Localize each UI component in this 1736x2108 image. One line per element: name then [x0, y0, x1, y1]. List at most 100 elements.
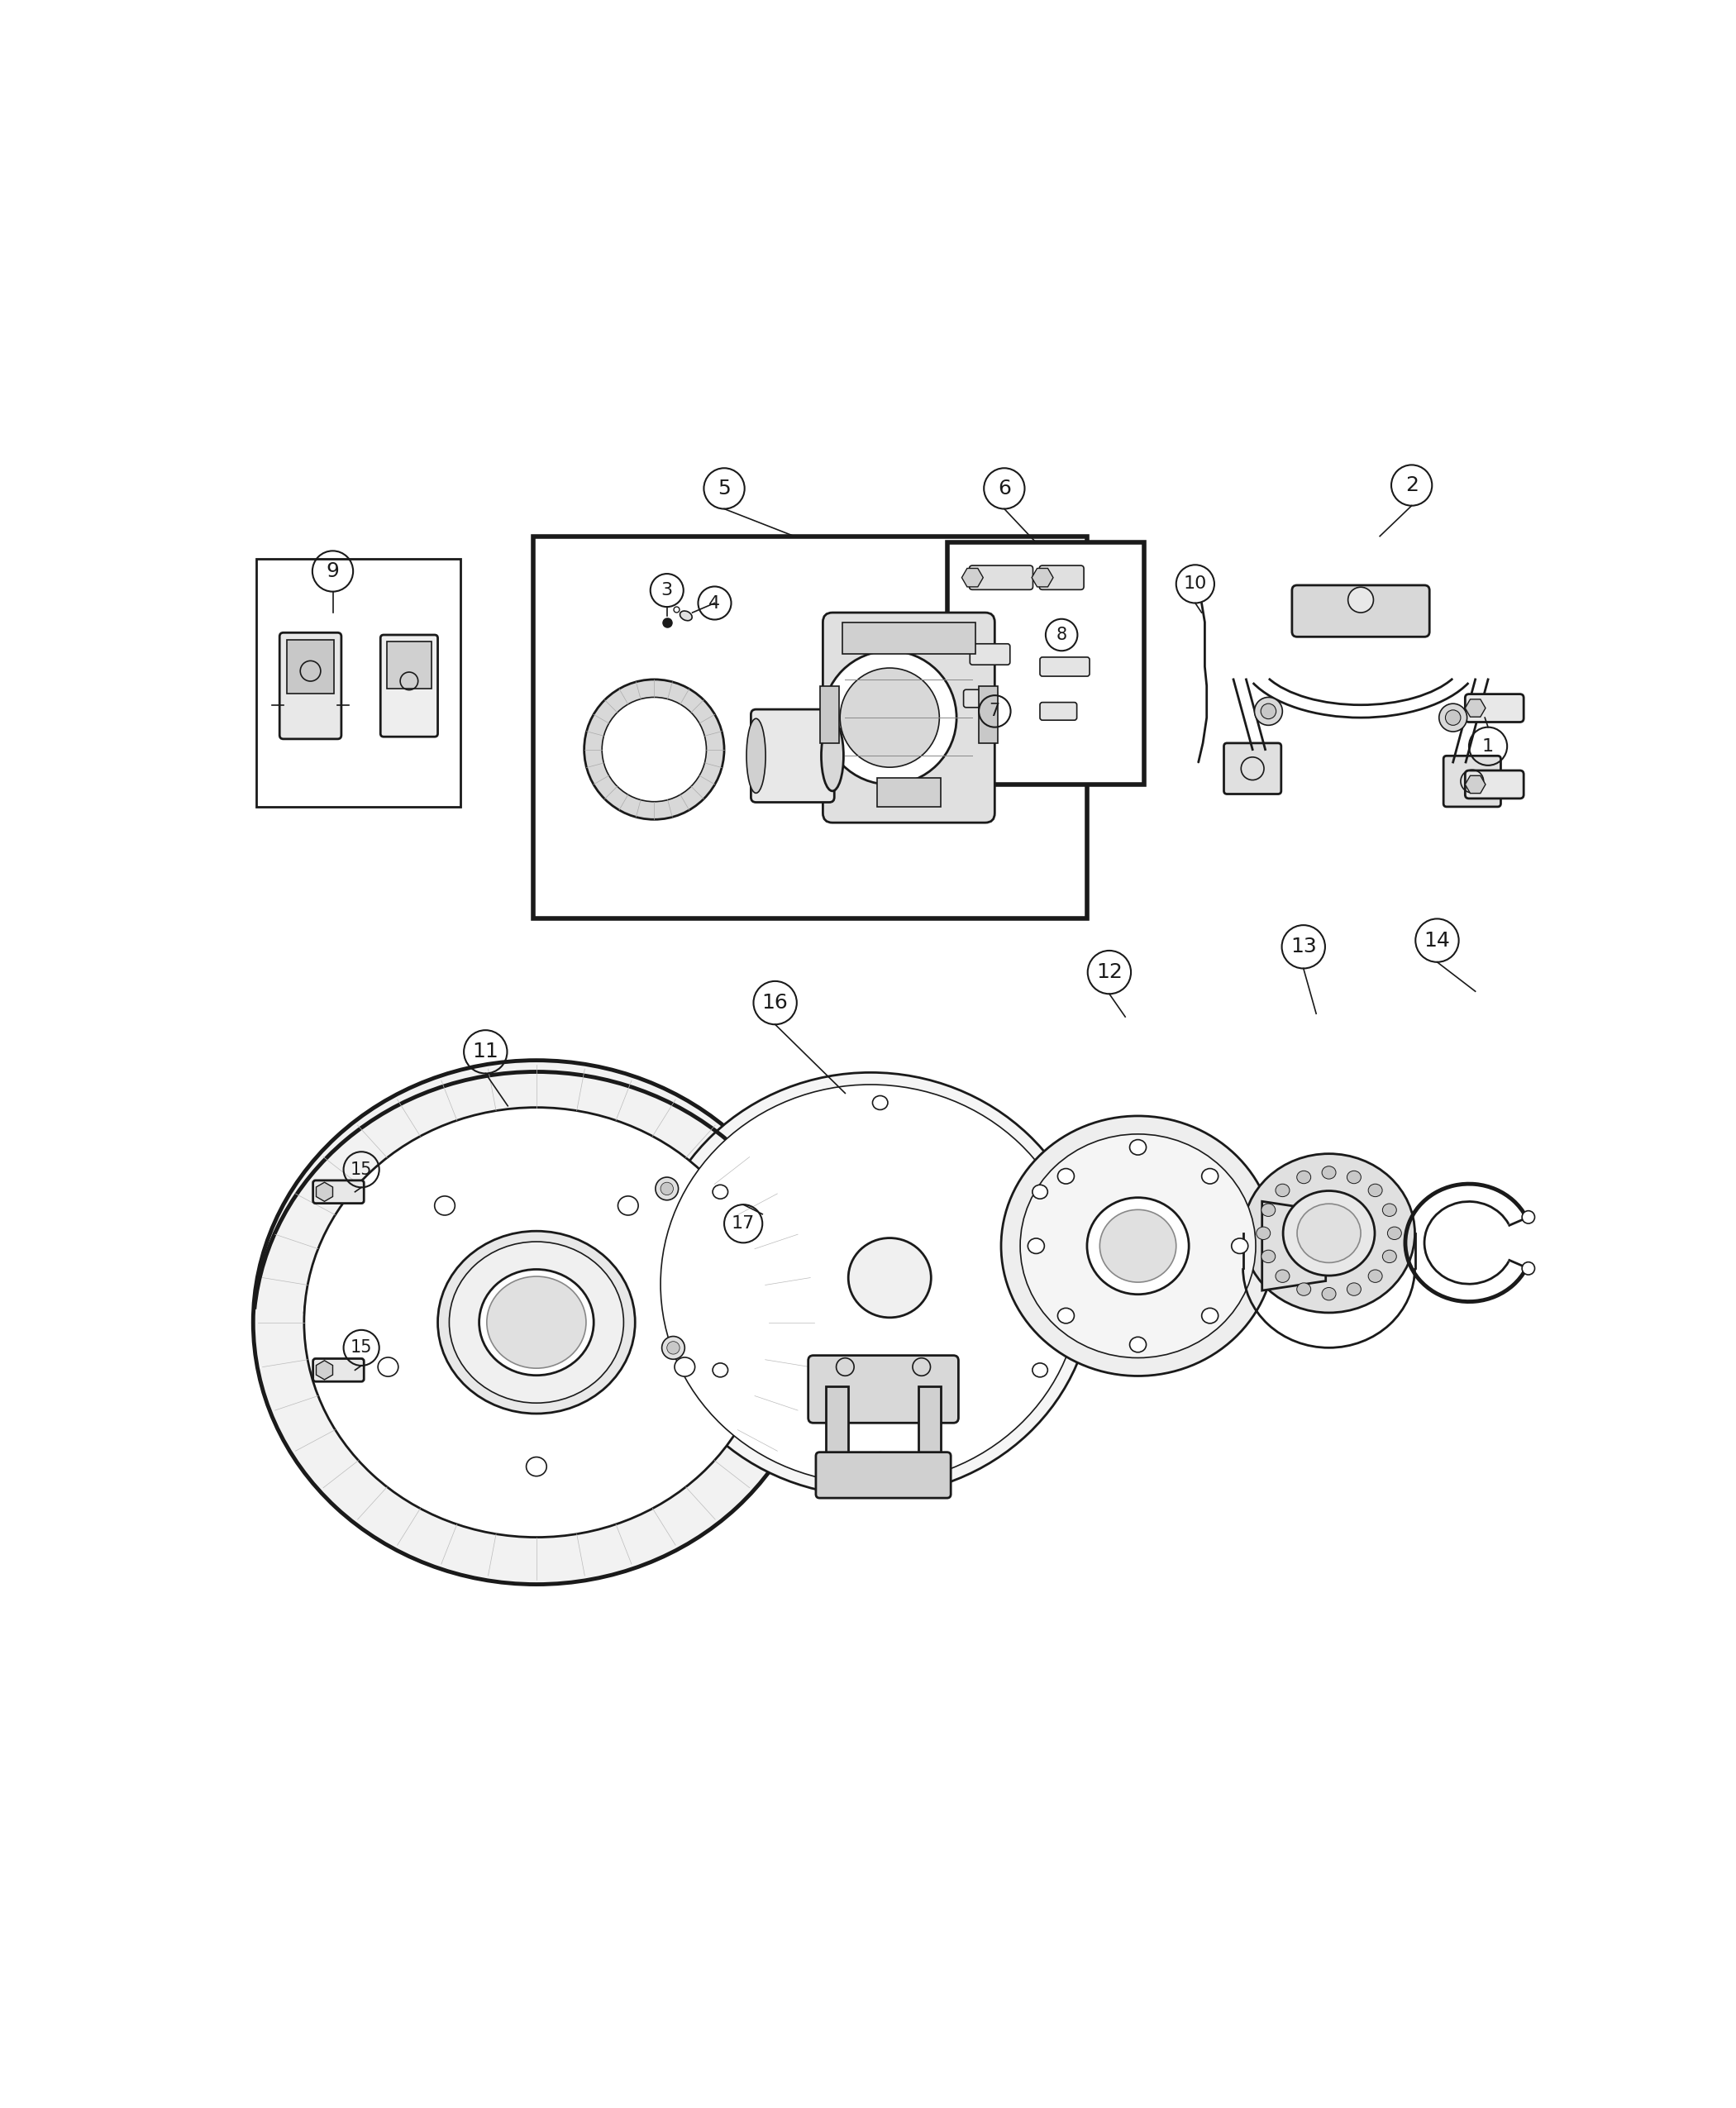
- Ellipse shape: [660, 1086, 1080, 1484]
- Ellipse shape: [675, 1358, 694, 1377]
- Ellipse shape: [648, 1073, 1094, 1497]
- Ellipse shape: [1262, 1250, 1276, 1263]
- Ellipse shape: [1368, 1185, 1382, 1197]
- FancyBboxPatch shape: [380, 635, 437, 736]
- Circle shape: [1255, 698, 1283, 725]
- Ellipse shape: [618, 1195, 639, 1214]
- Circle shape: [583, 679, 724, 820]
- Ellipse shape: [1276, 1269, 1290, 1282]
- Ellipse shape: [1347, 1170, 1361, 1183]
- Ellipse shape: [479, 1269, 594, 1374]
- Ellipse shape: [1368, 1269, 1382, 1282]
- Bar: [819, 685, 838, 744]
- Circle shape: [656, 1176, 679, 1199]
- Polygon shape: [1262, 1202, 1326, 1290]
- Ellipse shape: [681, 611, 693, 620]
- Text: 10: 10: [1184, 575, 1207, 592]
- Ellipse shape: [1057, 1168, 1075, 1185]
- Ellipse shape: [1276, 1185, 1290, 1197]
- Text: 7: 7: [990, 702, 1000, 719]
- Ellipse shape: [1297, 1170, 1311, 1183]
- Text: 14: 14: [1424, 930, 1450, 951]
- Text: 1: 1: [1483, 738, 1495, 755]
- Circle shape: [823, 651, 957, 784]
- Circle shape: [667, 1341, 681, 1353]
- Ellipse shape: [304, 1107, 769, 1537]
- Ellipse shape: [378, 1358, 398, 1377]
- Ellipse shape: [1283, 1191, 1375, 1275]
- Circle shape: [660, 1183, 674, 1195]
- Ellipse shape: [1201, 1168, 1219, 1185]
- Ellipse shape: [1262, 1204, 1276, 1216]
- FancyBboxPatch shape: [1444, 757, 1500, 807]
- Ellipse shape: [253, 1060, 819, 1585]
- Circle shape: [1522, 1210, 1535, 1223]
- FancyBboxPatch shape: [1292, 586, 1429, 637]
- Ellipse shape: [821, 721, 844, 790]
- Ellipse shape: [486, 1277, 587, 1368]
- FancyBboxPatch shape: [1040, 658, 1090, 677]
- FancyBboxPatch shape: [1465, 769, 1524, 799]
- Ellipse shape: [1201, 1309, 1219, 1324]
- Bar: [948, 542, 1144, 784]
- Ellipse shape: [746, 719, 766, 793]
- Text: 9: 9: [326, 561, 339, 582]
- Text: 13: 13: [1290, 936, 1316, 957]
- Text: 16: 16: [762, 993, 788, 1012]
- Ellipse shape: [1307, 1231, 1345, 1261]
- Ellipse shape: [1033, 1185, 1047, 1199]
- Bar: [918, 1385, 941, 1476]
- Ellipse shape: [1321, 1288, 1337, 1301]
- Ellipse shape: [1243, 1153, 1415, 1313]
- Ellipse shape: [1297, 1204, 1361, 1263]
- Circle shape: [840, 668, 939, 767]
- Ellipse shape: [849, 1237, 930, 1318]
- Bar: [387, 641, 431, 689]
- FancyBboxPatch shape: [1465, 694, 1524, 723]
- Circle shape: [661, 1336, 684, 1360]
- Text: 12: 12: [1095, 963, 1123, 982]
- Bar: [979, 685, 998, 744]
- Ellipse shape: [1382, 1250, 1396, 1263]
- Ellipse shape: [713, 1185, 727, 1199]
- Ellipse shape: [1087, 1197, 1189, 1294]
- Text: 4: 4: [708, 594, 720, 611]
- Circle shape: [1347, 588, 1373, 613]
- Ellipse shape: [437, 1231, 635, 1414]
- Text: 3: 3: [661, 582, 674, 599]
- Ellipse shape: [1028, 1237, 1045, 1254]
- Ellipse shape: [1130, 1336, 1146, 1351]
- Ellipse shape: [526, 1457, 547, 1476]
- Ellipse shape: [1101, 1210, 1177, 1282]
- Circle shape: [1446, 710, 1460, 725]
- Ellipse shape: [1257, 1227, 1271, 1240]
- Ellipse shape: [1297, 1284, 1311, 1296]
- Bar: [826, 1385, 849, 1476]
- Ellipse shape: [873, 1452, 887, 1467]
- Bar: [877, 778, 941, 807]
- FancyBboxPatch shape: [1040, 565, 1083, 590]
- FancyBboxPatch shape: [279, 632, 342, 740]
- Ellipse shape: [450, 1242, 623, 1404]
- Circle shape: [602, 698, 707, 801]
- Ellipse shape: [713, 1364, 727, 1377]
- FancyBboxPatch shape: [969, 565, 1033, 590]
- Ellipse shape: [1033, 1364, 1047, 1377]
- Text: 6: 6: [998, 479, 1010, 497]
- Ellipse shape: [1002, 1115, 1274, 1377]
- Circle shape: [1522, 1263, 1535, 1275]
- FancyBboxPatch shape: [1224, 744, 1281, 795]
- FancyBboxPatch shape: [312, 1180, 365, 1204]
- Ellipse shape: [1347, 1284, 1361, 1296]
- Text: 15: 15: [351, 1339, 372, 1355]
- Circle shape: [1260, 704, 1276, 719]
- FancyBboxPatch shape: [809, 1355, 958, 1423]
- FancyBboxPatch shape: [816, 1452, 951, 1499]
- Ellipse shape: [1057, 1309, 1075, 1324]
- Ellipse shape: [1382, 1204, 1396, 1216]
- Ellipse shape: [1321, 1166, 1337, 1178]
- FancyBboxPatch shape: [752, 710, 835, 803]
- Bar: [842, 622, 976, 653]
- Ellipse shape: [1387, 1227, 1401, 1240]
- Bar: [286, 639, 335, 694]
